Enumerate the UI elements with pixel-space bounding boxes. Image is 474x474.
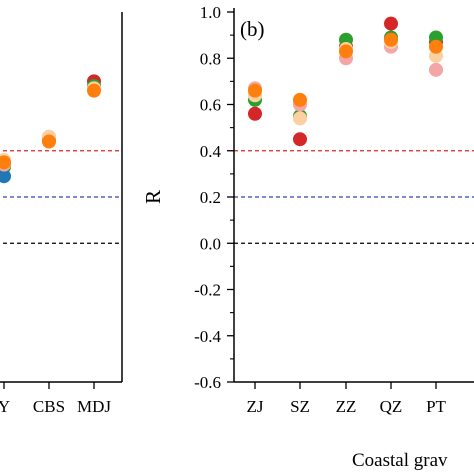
panel-b: 1.0 0.8 0.6 0.4 0.2 0.0 -0.2 -0.4 -0.6 ZJ SZ ZZ QZ PT… bbox=[141, 3, 474, 471]
panel-b-point bbox=[384, 16, 398, 31]
panel-a-point bbox=[42, 134, 56, 149]
panel-b-point bbox=[248, 106, 262, 121]
panel-b-category-label: ZJ bbox=[247, 397, 264, 416]
panel-b-point bbox=[293, 92, 307, 107]
panel-a-category-label: Y bbox=[0, 397, 10, 416]
panel-a-point bbox=[87, 83, 101, 98]
panel-b-point bbox=[384, 32, 398, 47]
panel-b-y-tick-label: 1.0 bbox=[200, 3, 221, 22]
panel-b-category-label: PT bbox=[426, 397, 446, 416]
panel-b-point bbox=[339, 44, 353, 59]
panel-b-y-tick-label: -0.2 bbox=[194, 281, 221, 300]
panel-a: Y CBS MDJ bbox=[0, 12, 123, 416]
panel-b-x-axis-title: Coastal grav bbox=[352, 450, 448, 471]
panel-b-point bbox=[248, 83, 262, 98]
panel-b-y-tick-label: 0.0 bbox=[200, 234, 221, 253]
panel-a-category-label: MDJ bbox=[77, 397, 111, 416]
panel-b-point bbox=[429, 62, 443, 77]
panel-a-category-label: CBS bbox=[33, 397, 65, 416]
panel-b-y-tick-label: 0.8 bbox=[200, 49, 221, 68]
panel-b-point bbox=[429, 39, 443, 54]
panel-a-point bbox=[0, 169, 11, 184]
panel-b-point bbox=[293, 111, 307, 126]
panel-a-point bbox=[0, 155, 11, 170]
panel-b-category-label: ZZ bbox=[336, 397, 357, 416]
panel-b-category-label: QZ bbox=[380, 397, 403, 416]
panel-b-y-tick-label: 0.4 bbox=[200, 142, 222, 161]
panel-b-y-axis-title: R bbox=[141, 190, 165, 204]
panel-b-label: (b) bbox=[240, 17, 265, 41]
panel-b-y-tick-label: -0.6 bbox=[194, 373, 221, 392]
panel-b-y-tick-label: 0.6 bbox=[200, 96, 221, 115]
panel-b-y-tick-label: 0.2 bbox=[200, 188, 221, 207]
panel-b-y-tick-label: -0.4 bbox=[194, 327, 221, 346]
panel-b-point bbox=[293, 132, 307, 147]
panel-b-category-label: SZ bbox=[290, 397, 310, 416]
